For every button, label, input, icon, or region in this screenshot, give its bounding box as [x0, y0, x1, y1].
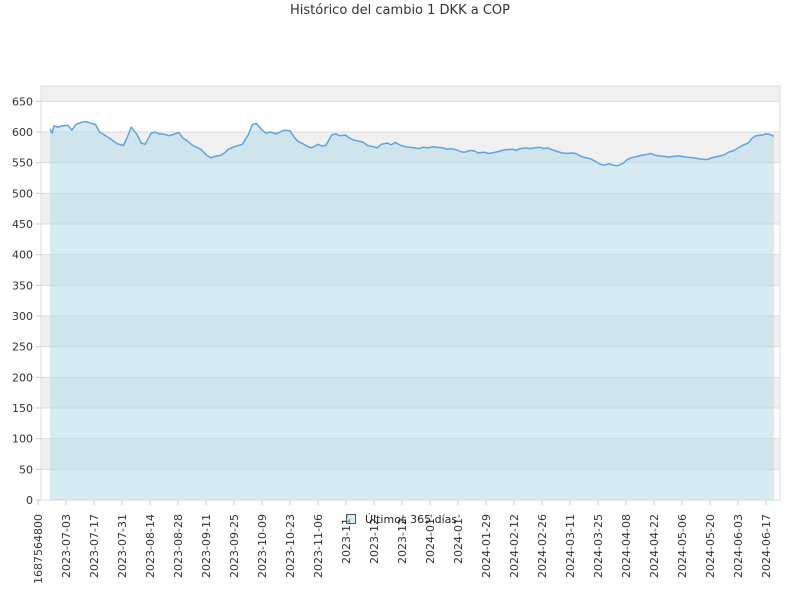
x-tick-label: 2024-01-29: [480, 514, 493, 578]
y-tick-label: 500: [12, 187, 33, 200]
series-layer: [49, 120, 775, 500]
x-tick-label: 2023-12-: [396, 514, 409, 564]
grid-band: [41, 86, 780, 102]
legend-swatch: [346, 514, 356, 524]
y-tick-label: 100: [12, 433, 33, 446]
x-tick-label: 2023-08-28: [172, 514, 185, 578]
y-tick-label: 50: [19, 463, 33, 476]
y-tick-label: 400: [12, 249, 33, 262]
series-area: [50, 121, 774, 500]
y-tick-label: 250: [12, 341, 33, 354]
y-tick-label: 0: [26, 494, 33, 507]
x-tick-label: 2024-04-22: [648, 514, 661, 578]
x-tick-label: 2024-01-: [452, 514, 465, 564]
x-axis: 1687564800 2023-07-03 2023-07-17 2023-07-31…: [32, 500, 773, 584]
series-line: [49, 120, 775, 167]
x-tick-label: 2023-07-03: [60, 514, 73, 578]
y-tick-label: 450: [12, 218, 33, 231]
x-tick-label: 2023-10-09: [256, 514, 269, 578]
x-tick-label: 2024-02-26: [536, 514, 549, 578]
y-axis: 0 50 100 150 200 250 300 350 400 450 500 550 600 650: [12, 95, 41, 507]
x-tick-label: 2024-03-25: [592, 514, 605, 578]
x-tick-label: 2024-02-12: [508, 514, 521, 578]
x-tick-label: 2024-05-20: [704, 514, 717, 578]
x-tick-label: 2023-11-06: [312, 514, 325, 578]
x-tick-label: 1687564800: [32, 514, 45, 584]
x-tick-label: 2024-03-11: [564, 514, 577, 578]
x-tick-label: 2024-05-06: [676, 514, 689, 578]
x-tick-label: 2023-11-: [340, 514, 353, 564]
x-tick-label: 2023-07-31: [116, 514, 129, 578]
x-tick-label: 2024-06-17: [760, 514, 773, 578]
x-tick-label: 2023-09-11: [200, 514, 213, 578]
x-tick-label: 2023-12-: [368, 514, 381, 564]
x-tick-label: 2024-04-08: [620, 514, 633, 578]
x-tick-label: 2023-09-25: [228, 514, 241, 578]
legend-label: Últimos 365 días: [365, 513, 457, 526]
y-tick-label: 200: [12, 371, 33, 384]
y-tick-label: 300: [12, 310, 33, 323]
chart-title: Histórico del cambio 1 DKK a COP: [290, 3, 510, 18]
x-tick-label: 2023-10-23: [284, 514, 297, 578]
x-tick-label: 2024-01-: [424, 514, 437, 564]
y-tick-label: 550: [12, 157, 33, 170]
y-tick-label: 150: [12, 402, 33, 415]
y-tick-label: 600: [12, 126, 33, 139]
x-tick-label: 2024-06-03: [732, 514, 745, 578]
y-tick-label: 350: [12, 279, 33, 292]
y-tick-label: 650: [12, 95, 33, 108]
x-tick-label: 2023-07-17: [88, 514, 101, 578]
legend: Últimos 365 días: [346, 513, 457, 526]
x-tick-label: 2023-08-14: [144, 514, 157, 578]
